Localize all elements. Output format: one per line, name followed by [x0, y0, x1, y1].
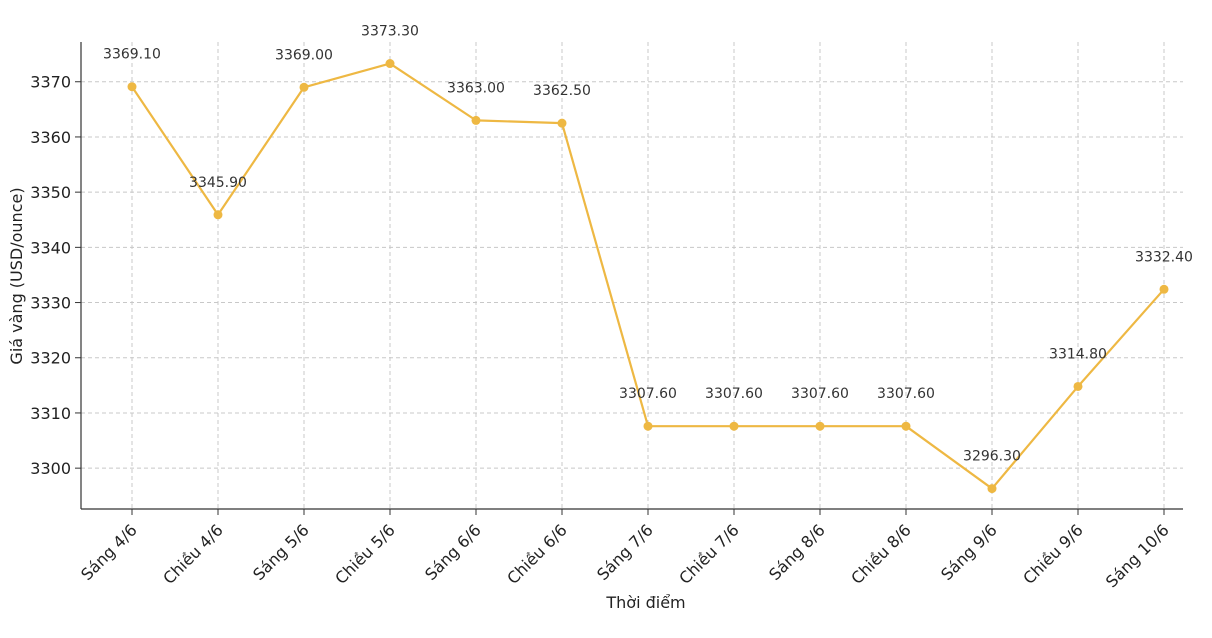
y-axis-title: Giá vàng (USD/ounce) [7, 187, 26, 364]
data-point [557, 118, 567, 128]
data-point [1159, 284, 1169, 294]
data-label: 3307.60 [619, 386, 677, 402]
data-point [127, 82, 137, 92]
data-point [643, 421, 653, 431]
x-tick-label: Chiều 6/6 [503, 520, 571, 588]
data-label: 3307.60 [705, 386, 763, 402]
x-ticks: Sáng 4/6 Chiều 4/6 Sáng 5/6 Chiều 5/6 Sáng 6… [77, 509, 1173, 591]
data-point [471, 115, 481, 125]
data-point [1073, 381, 1083, 391]
x-tick-label: Sáng 10/6 [1102, 520, 1173, 591]
data-label: 3332.40 [1135, 249, 1193, 265]
data-label: 3314.80 [1049, 346, 1107, 362]
x-tick-label: Sáng 7/6 [593, 520, 657, 584]
x-tick-label: Sáng 5/6 [249, 520, 313, 584]
data-label: 3363.00 [447, 80, 505, 96]
y-tick-label: 3340 [30, 238, 71, 257]
y-tick-label: 3320 [30, 349, 71, 368]
data-point [901, 421, 911, 431]
x-tick-label: Chiều 4/6 [159, 520, 227, 588]
x-tick-label: Chiều 8/6 [847, 520, 915, 588]
grid-lines [81, 42, 1183, 509]
y-tick-label: 3300 [30, 459, 71, 478]
data-label: 3296.30 [963, 449, 1021, 465]
data-label: 3369.10 [103, 47, 161, 63]
y-tick-label: 3370 [30, 73, 71, 92]
data-point [729, 421, 739, 431]
data-label: 3345.90 [189, 175, 247, 191]
x-tick-label: Sáng 4/6 [77, 520, 141, 584]
data-point [213, 210, 223, 220]
y-tick-label: 3330 [30, 294, 71, 313]
x-tick-label: Chiều 7/6 [675, 520, 743, 588]
y-ticks: 3300 3310 3320 3330 3340 3350 3360 3370 [30, 73, 81, 478]
data-labels: 3369.10 3345.90 3369.00 3373.30 3363.00 3362.… [103, 24, 1193, 465]
y-tick-label: 3350 [30, 183, 71, 202]
x-axis-title: Thời điểm [605, 593, 685, 612]
data-label: 3373.30 [361, 24, 419, 40]
data-label: 3369.00 [275, 47, 333, 63]
data-point [299, 82, 309, 92]
x-tick-label: Chiều 5/6 [331, 520, 399, 588]
x-tick-label: Sáng 6/6 [421, 520, 485, 584]
y-tick-label: 3360 [30, 128, 71, 147]
data-point [815, 421, 825, 431]
x-tick-label: Sáng 9/6 [937, 520, 1001, 584]
x-tick-label: Sáng 8/6 [765, 520, 829, 584]
data-label: 3307.60 [877, 386, 935, 402]
data-label: 3307.60 [791, 386, 849, 402]
data-points [127, 59, 1169, 494]
y-tick-label: 3310 [30, 404, 71, 423]
axes [80, 42, 1183, 510]
x-tick-label: Chiều 9/6 [1019, 520, 1087, 588]
data-point [385, 59, 395, 69]
data-label: 3362.50 [533, 83, 591, 99]
data-point [987, 484, 997, 494]
